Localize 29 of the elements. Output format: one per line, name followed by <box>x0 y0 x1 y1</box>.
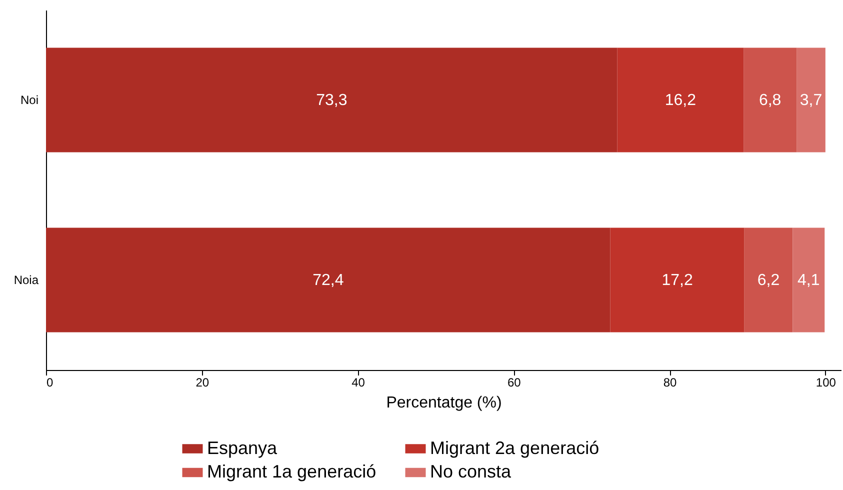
x-tick-label: 20 <box>196 376 210 390</box>
y-tick-label: Noia <box>14 273 39 287</box>
bar <box>792 228 825 332</box>
data-label: 73,3 <box>316 92 348 109</box>
bar <box>796 48 826 152</box>
data-label: 6,8 <box>758 92 782 109</box>
data-label: 3,7 <box>800 92 822 109</box>
x-axis-title: Percentatge (%) <box>386 394 502 412</box>
bar <box>610 228 744 332</box>
bar <box>617 48 744 152</box>
y-tick-label: Noi <box>20 93 38 107</box>
bar <box>46 228 610 332</box>
data-label: 72,4 <box>312 272 344 289</box>
x-tick-label: 100 <box>816 376 836 390</box>
x-tick-label: 80 <box>663 376 678 390</box>
bar <box>744 228 793 332</box>
data-label: 4,1 <box>798 272 820 289</box>
data-label: 17,2 <box>662 272 693 289</box>
x-tick-label: 60 <box>507 376 522 390</box>
bar <box>46 48 618 152</box>
legend-label: Espanya <box>207 438 278 458</box>
x-tick-label: 40 <box>352 376 366 390</box>
legend-label: Migrant 2a generació <box>430 438 600 458</box>
x-tick-label: 0 <box>46 376 54 390</box>
data-label: 16,2 <box>664 92 696 109</box>
bar <box>744 48 797 152</box>
data-label: 6,2 <box>757 272 780 289</box>
legend-label: No consta <box>430 462 512 482</box>
legend-label: Migrant 1a generació <box>207 462 376 482</box>
